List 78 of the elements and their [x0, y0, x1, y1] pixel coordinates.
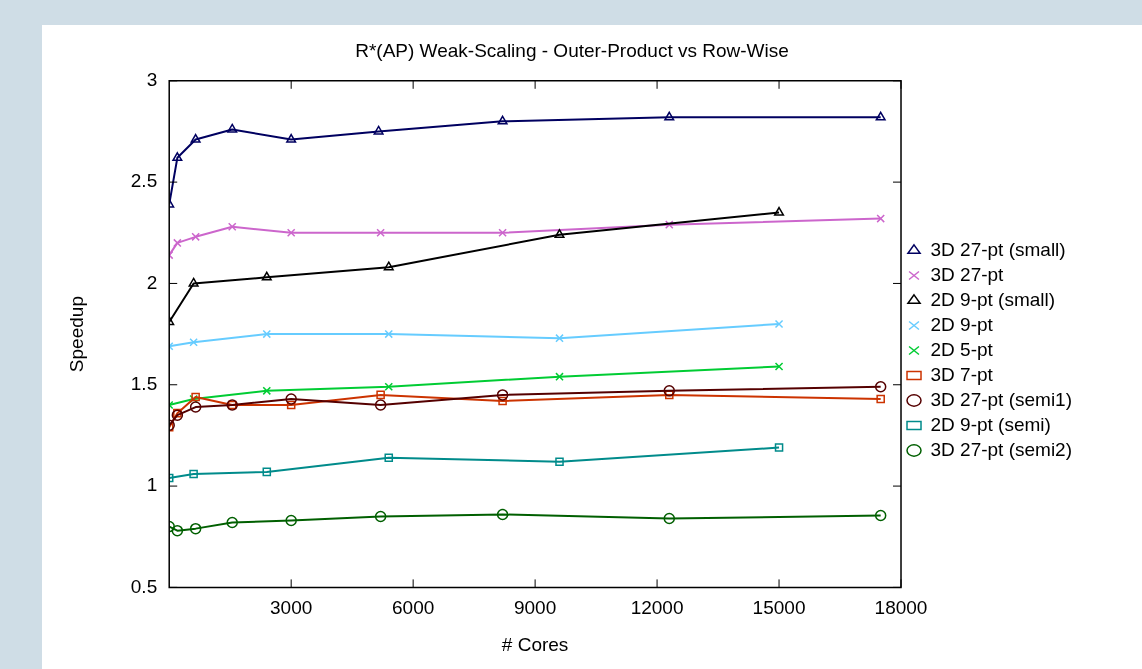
x-tick-label: 6000: [392, 597, 435, 619]
point: [286, 400, 296, 410]
x-tick-label: 15000: [752, 597, 806, 619]
point: [497, 115, 508, 125]
point: [555, 333, 564, 343]
point: [262, 467, 272, 477]
point: [663, 512, 676, 525]
legend-label: 2D 9-pt (semi): [930, 413, 1051, 435]
point: [374, 510, 387, 523]
legend-label: 3D 27-pt (semi2): [930, 438, 1073, 460]
point: [262, 386, 272, 396]
point: [774, 362, 784, 371]
y-tick-label: 2: [146, 271, 158, 293]
point: [384, 382, 394, 392]
point: [554, 229, 565, 239]
point: [191, 232, 200, 242]
point: [376, 390, 385, 400]
point: [376, 228, 385, 238]
legend-label: 2D 9-pt (small): [930, 288, 1056, 310]
point: [496, 389, 509, 401]
point: [173, 238, 182, 248]
x-tick-label: 18000: [874, 597, 928, 619]
chart-title: R*(AP) Weak-Scaling - Outer-Product vs Row-Wise: [355, 39, 789, 61]
point: [227, 123, 238, 133]
x-tick-label: 3000: [270, 597, 313, 619]
point: [383, 261, 394, 271]
point: [172, 152, 183, 162]
point: [189, 401, 202, 413]
point: [171, 524, 184, 537]
point: [190, 133, 201, 143]
y-tick-label: 0.5: [130, 575, 158, 597]
point: [555, 457, 564, 467]
point: [373, 125, 384, 135]
legend-label: 3D 27-pt (small): [930, 238, 1066, 260]
point: [227, 222, 237, 231]
point: [189, 522, 202, 535]
legend-label: 2D 9-pt: [930, 313, 994, 335]
point: [384, 453, 394, 462]
point: [498, 228, 507, 238]
legend-label: 3D 7-pt: [930, 363, 994, 385]
point: [774, 319, 784, 329]
y-tick-label: 3: [146, 69, 158, 91]
y-axis-title: Speedup: [65, 296, 87, 373]
legend-label: 3D 27-pt: [930, 263, 1005, 285]
point: [285, 393, 297, 405]
point: [875, 111, 886, 121]
y-tick-label: 2.5: [130, 170, 158, 192]
point: [188, 277, 199, 287]
point: [261, 271, 272, 281]
x-tick-label: 9000: [513, 597, 557, 619]
point: [555, 372, 564, 381]
point: [773, 206, 785, 216]
point: [226, 516, 238, 529]
point: [664, 111, 675, 121]
point: [189, 337, 198, 347]
point: [262, 329, 272, 339]
point: [384, 329, 394, 339]
point: [663, 385, 676, 397]
legend-label: 3D 27-pt (semi1): [930, 388, 1073, 410]
point: [285, 514, 297, 527]
point: [876, 394, 885, 404]
x-tick-label: 12000: [630, 597, 684, 619]
point: [189, 469, 198, 479]
y-tick-label: 1: [146, 474, 158, 496]
point: [874, 381, 887, 393]
point: [498, 396, 507, 406]
point: [374, 399, 387, 411]
point: [286, 133, 297, 143]
point: [664, 390, 674, 400]
point: [496, 508, 509, 521]
point: [774, 443, 784, 452]
point: [664, 220, 674, 229]
y-tick-label: 1.5: [130, 372, 158, 394]
legend-label: 2D 5-pt: [930, 338, 994, 360]
point: [286, 228, 296, 238]
point: [874, 509, 887, 522]
point: [876, 214, 885, 223]
x-axis-title: # Cores: [501, 633, 569, 655]
